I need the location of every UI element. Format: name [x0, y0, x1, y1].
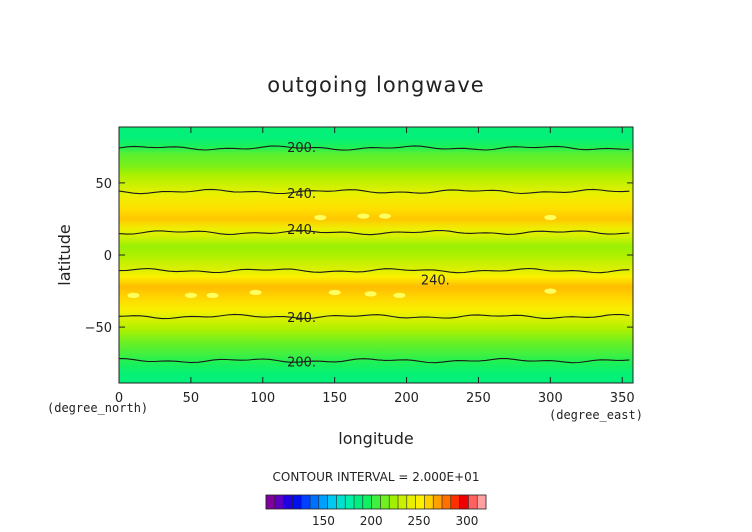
hotspot-mark — [127, 292, 140, 298]
x-tick-label: 100 — [250, 391, 275, 406]
colorbar-cell — [424, 495, 434, 509]
colorbar-cell — [362, 495, 372, 509]
colorbar-cell — [301, 495, 311, 509]
contour-label: 240. — [287, 311, 316, 326]
hotspot-mark — [393, 292, 406, 298]
hotspot-mark — [379, 213, 391, 219]
colorbar-cell — [433, 495, 443, 509]
colorbar-cell — [415, 495, 425, 509]
contour-line-240 — [119, 267, 630, 274]
x-axis-ticks: 0 50 100 150 200 250 300 350 — [115, 127, 635, 406]
hotspot-mark — [357, 213, 370, 219]
x-axis-label: longitude — [338, 429, 413, 448]
colorbar-cell — [283, 495, 293, 509]
hotspot-mark — [364, 291, 377, 297]
contour-label: 200. — [287, 141, 316, 156]
hotspot-mark — [544, 214, 557, 221]
contour-label: 240. — [287, 187, 316, 202]
y-unit-label: (degree_north) — [47, 401, 148, 415]
x-tick-label: 300 — [538, 391, 563, 406]
colorbar-cell — [327, 495, 337, 509]
contour-label: 200. — [287, 356, 316, 371]
colorbar-tick-label: 150 — [312, 514, 335, 528]
colorbar-cell — [266, 495, 276, 509]
contour-line-200 — [119, 145, 630, 151]
colorbar-cell — [477, 495, 487, 509]
hotspot-mark — [249, 289, 262, 296]
hotspot-mark — [184, 292, 197, 298]
contour-interval-text: CONTOUR INTERVAL = 2.000E+01 — [273, 470, 480, 484]
x-tick-label: 150 — [322, 391, 347, 406]
contour-label: 240. — [287, 223, 316, 238]
contour-lines — [119, 145, 630, 364]
colorbar-cell — [354, 495, 364, 509]
y-axis-ticks: −50 0 50 — [85, 177, 633, 336]
colorbar-tick-label: 200 — [360, 514, 383, 528]
y-tick-label: −50 — [85, 321, 112, 336]
x-tick-label: 200 — [394, 391, 419, 406]
colorbar-cell — [442, 495, 452, 509]
x-tick-label: 350 — [610, 391, 635, 406]
colorbar-cell — [345, 495, 355, 509]
plot-background — [119, 127, 633, 383]
contour-label: 240. — [421, 274, 450, 289]
colorbar-cell — [274, 495, 284, 509]
hotspot-mark — [328, 289, 341, 296]
colorbar-cell — [468, 495, 478, 509]
colorbar-cell — [336, 495, 346, 509]
hotspot-layer — [127, 213, 557, 298]
contour-line-240 — [119, 313, 630, 320]
y-tick-label: 0 — [104, 249, 112, 264]
contour-line-200 — [119, 358, 630, 364]
contour-labels: 200. 240. 240. 240. 240. 200. — [287, 141, 450, 371]
colorbar-cell — [310, 495, 320, 509]
x-tick-label: 0 — [115, 391, 123, 406]
colorbar-cell — [292, 495, 302, 509]
colorbar-frame — [265, 494, 487, 510]
colorbar-tick-label: 300 — [455, 514, 478, 528]
colorbar-cell — [450, 495, 460, 509]
colorbar-cell — [389, 495, 399, 509]
x-unit-label: (degree_east) — [549, 408, 643, 422]
hotspot-mark — [314, 214, 327, 221]
hotspot-mark — [206, 292, 219, 298]
x-tick-label: 50 — [183, 391, 200, 406]
colorbar-cell — [398, 495, 408, 509]
x-tick-label: 250 — [466, 391, 491, 406]
colorbar-cell — [459, 495, 469, 509]
colorbar-cell — [380, 495, 390, 509]
chart-title: outgoing longwave — [267, 73, 484, 97]
colorbar-cell — [318, 495, 328, 509]
colorbar-tick-label: 250 — [408, 514, 431, 528]
hotspot-mark — [544, 288, 557, 294]
colorbar-cell — [406, 495, 416, 509]
colorbar-tick-labels: 150 200 250 300 — [312, 514, 478, 528]
colorbar — [265, 494, 487, 510]
colorbar-cell — [371, 495, 381, 509]
contour-line-240 — [119, 188, 630, 195]
contour-line-240 — [119, 229, 630, 236]
y-tick-label: 50 — [95, 177, 112, 192]
y-axis-label: latitude — [55, 224, 74, 285]
